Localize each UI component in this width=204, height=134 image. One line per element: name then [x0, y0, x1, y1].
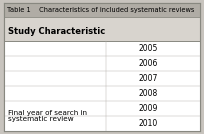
Text: 2006: 2006: [139, 59, 158, 68]
Bar: [4, 17, 200, 41]
Text: Study Characteristic: Study Characteristic: [8, 27, 105, 36]
Text: Final year of search in
systematic review: Final year of search in systematic revie…: [8, 109, 87, 122]
Text: 2009: 2009: [139, 104, 158, 113]
Bar: [4, 41, 200, 56]
Text: 2007: 2007: [139, 74, 158, 83]
Bar: [4, 56, 200, 71]
Bar: [4, 71, 200, 86]
Text: 2008: 2008: [139, 89, 158, 98]
Text: 2010: 2010: [139, 119, 158, 128]
Bar: [4, 116, 200, 131]
Bar: [4, 86, 200, 101]
Text: 2005: 2005: [139, 44, 158, 53]
Bar: [4, 101, 200, 116]
Text: Table 1    Characteristics of included systematic reviews: Table 1 Characteristics of included syst…: [7, 7, 194, 13]
Bar: [4, 3, 200, 17]
